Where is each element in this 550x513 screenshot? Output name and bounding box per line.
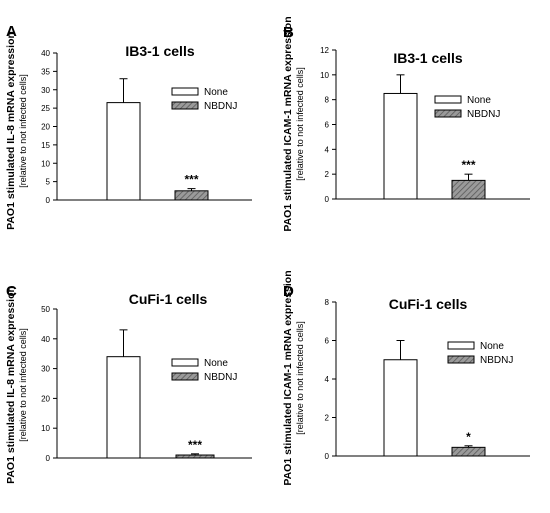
legend-label-nbdnj: NBDNJ — [204, 101, 237, 112]
panel-letter: C — [6, 283, 17, 300]
y-tick-label: 12 — [320, 46, 329, 55]
legend-label-nbdnj: NBDNJ — [480, 355, 513, 366]
significance-marker: *** — [188, 438, 202, 452]
y-axis-sublabel: [relative to not infected cells] — [18, 328, 28, 442]
chart-title: CuFi-1 cells — [389, 296, 468, 312]
panel-letter: B — [283, 24, 294, 41]
significance-marker: *** — [461, 158, 475, 172]
bar-nbdnj — [451, 179, 486, 200]
bar-none — [106, 102, 141, 201]
legend-label-none: None — [480, 341, 504, 352]
bar-none — [106, 356, 141, 459]
bar-nbdnj — [174, 190, 209, 201]
legend-swatch-none — [171, 358, 199, 367]
legend: None NBDNJ — [171, 87, 237, 112]
legend: None NBDNJ — [447, 341, 513, 366]
y-axis-sublabel: [relative to not infected cells] — [295, 321, 305, 435]
y-tick-label: 0 — [325, 195, 330, 204]
y-tick-label: 40 — [41, 49, 50, 58]
y-tick-label: 0 — [46, 196, 51, 205]
y-tick-label: 35 — [41, 67, 50, 76]
y-tick-label: 10 — [41, 159, 50, 168]
bar-none — [383, 359, 418, 457]
chart-title: CuFi-1 cells — [129, 291, 208, 307]
y-tick-label: 8 — [325, 298, 330, 307]
legend-label-none: None — [204, 358, 228, 369]
legend-label-none: None — [467, 95, 491, 106]
y-tick-label: 50 — [41, 305, 50, 314]
legend-label-nbdnj: NBDNJ — [204, 372, 237, 383]
legend-swatch-nbdnj — [447, 355, 475, 364]
y-axis-label: PAO1 stimulated IL-8 mRNA expression — [5, 286, 17, 484]
y-axis-sublabel: [relative to not infected cells] — [18, 74, 28, 188]
y-tick-label: 10 — [41, 424, 50, 433]
legend-swatch-none — [171, 87, 199, 96]
legend: None NBDNJ — [434, 95, 500, 120]
y-tick-label: 15 — [41, 141, 50, 150]
y-tick-label: 2 — [325, 414, 330, 423]
y-axis-label: PAO1 stimulated ICAM-1 mRNA expression — [282, 16, 294, 231]
y-tick-label: 6 — [325, 337, 330, 346]
significance-marker: *** — [184, 173, 198, 187]
y-tick-label: 20 — [41, 123, 50, 132]
bar-nbdnj — [175, 454, 215, 459]
panel-d: D CuFi-1 cells PAO1 stimulated ICAM-1 mRNA… — [282, 270, 530, 486]
y-axis-label: PAO1 stimulated ICAM-1 mRNA expression — [282, 270, 294, 485]
panel-letter: A — [6, 23, 17, 40]
y-tick-label: 30 — [41, 365, 50, 374]
y-tick-label: 6 — [325, 121, 330, 130]
significance-marker: * — [466, 430, 471, 444]
y-tick-label: 5 — [46, 178, 51, 187]
y-tick-label: 4 — [325, 375, 330, 384]
legend-swatch-nbdnj — [434, 109, 462, 118]
y-tick-label: 8 — [325, 96, 330, 105]
panel-a: A IB3-1 cells PAO1 stimulated IL-8 mRNA ex… — [5, 23, 252, 230]
legend-swatch-none — [434, 95, 462, 104]
y-tick-label: 2 — [325, 170, 330, 179]
y-tick-label: 30 — [41, 86, 50, 95]
chart-title: IB3-1 cells — [393, 50, 462, 66]
legend-swatch-nbdnj — [171, 101, 199, 110]
y-tick-label: 4 — [325, 145, 330, 154]
legend-label-none: None — [204, 87, 228, 98]
y-tick-label: 20 — [41, 394, 50, 403]
y-tick-label: 25 — [41, 104, 50, 113]
panel-b: B IB3-1 cells PAO1 stimulated ICAM-1 mRNA … — [282, 16, 530, 232]
y-tick-label: 10 — [320, 71, 329, 80]
bar-none — [383, 92, 418, 200]
y-tick-label: 0 — [46, 454, 51, 463]
legend: None NBDNJ — [171, 358, 237, 383]
y-tick-label: 40 — [41, 335, 50, 344]
y-axis-label: PAO1 stimulated IL-8 mRNA expression — [5, 32, 17, 230]
legend-swatch-nbdnj — [171, 372, 199, 381]
legend-label-nbdnj: NBDNJ — [467, 109, 500, 120]
legend-swatch-none — [447, 341, 475, 350]
chart-title: IB3-1 cells — [125, 43, 194, 59]
bar-nbdnj — [451, 446, 486, 457]
y-axis-sublabel: [relative to not infected cells] — [295, 67, 305, 181]
y-tick-label: 0 — [325, 452, 330, 461]
panel-letter: D — [283, 283, 294, 300]
panel-c: C CuFi-1 cells PAO1 stimulated IL-8 mRNA e… — [5, 283, 252, 484]
